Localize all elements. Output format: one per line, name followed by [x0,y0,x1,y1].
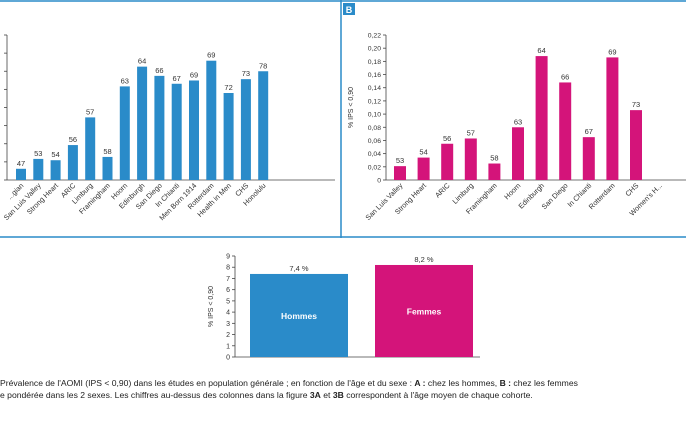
bottom-chart: 0 1 2 3 4 5 6 7 8 9 % IPS < 0,90 7,4 % Hommes 8,2 % Fe… [208,254,480,362]
panel-b-badge [343,3,355,15]
y-tick-label: 0,12 [368,98,381,105]
data-label: 67 [585,127,593,136]
data-label: 57 [86,107,94,116]
y-tick-label: 5 [226,298,230,305]
data-label: 63 [121,76,129,85]
data-label: 57 [467,128,475,137]
data-label: 53 [396,156,404,165]
y-tick-label: 6 [226,287,230,294]
bar-inner-label: Hommes [281,311,317,321]
data-label: 64 [138,57,146,66]
data-label: 63 [514,117,522,126]
x-tick-label: CHS [623,181,640,198]
y-tick-label: 7 [226,276,230,283]
data-label: 69 [608,47,616,56]
y-tick-label: 0,08 [368,125,381,132]
y-tick-label: 0,18 [368,59,381,66]
bar [394,166,406,180]
y-tick-label: 0,06 [368,138,381,145]
data-label: 54 [419,148,427,157]
data-label: 72 [224,83,232,92]
bar [488,163,501,180]
bar [417,157,430,180]
y-tick-label: 9 [226,254,230,261]
bar [67,145,78,180]
bar [137,66,148,180]
data-label: 56 [69,135,77,144]
figure-caption: Prévalence de l'AOMI (IPS < 0,90) dans l… [0,377,686,401]
y-tick-label: 0,10 [368,112,381,119]
bar [240,79,251,180]
bar [33,158,44,180]
data-label: 66 [561,72,569,81]
data-label: 56 [443,134,451,143]
data-label: 69 [207,51,215,60]
bar [102,156,113,180]
bar [606,57,619,181]
data-label: 64 [537,46,545,55]
caption-line-2: e pondérée dans les 2 sexes. Les chiffre… [0,390,533,400]
y-tick-label: 0,22 [368,33,381,40]
bar [559,82,572,180]
data-label: 58 [103,147,111,156]
panel-b-label: B [346,5,353,15]
y-tick-label: 0 [377,178,381,185]
data-label: 69 [190,70,198,79]
bar [582,137,595,180]
y-tick-label: 0,20 [368,46,381,53]
bar [119,86,130,180]
y-tick-label: 0 [226,355,230,362]
bar [512,127,524,180]
bar [16,168,26,180]
y-axis-label: % IPS < 0,90 [208,286,215,327]
y-tick-label: 0,04 [368,151,381,158]
data-label: 54 [51,150,59,159]
x-tick-label: Hoorn [502,181,522,201]
data-label: 8,2 % [414,255,434,264]
data-label: 73 [242,69,250,78]
data-label: 73 [632,100,640,109]
data-label: 7,4 % [289,264,309,273]
y-tick-label: 0,02 [368,164,381,171]
y-axis-label: % IPS < 0,90 [348,87,355,128]
y-tick-label: 4 [226,310,230,317]
y-tick-label: 3 [226,321,230,328]
chart-c: 0 1 2 3 4 5 6 7 8 9 % IPS < 0,90 7,4 % Hommes 8,2 % Fe… [208,254,480,362]
caption-line-1: Prévalence de l'AOMI (IPS < 0,90) dans l… [0,378,578,388]
bar [464,138,477,180]
x-tick-label: ARIC [433,181,452,200]
bar [375,264,473,357]
bar [535,56,548,180]
data-label: 47 [17,159,25,168]
y-tick-label: 2 [226,332,230,339]
bar [630,110,642,180]
y-tick-label: 1 [226,343,230,350]
bar [223,93,234,180]
bar [85,117,96,180]
data-label: 78 [259,61,267,70]
data-label: 66 [155,66,163,75]
data-label: 58 [490,154,498,163]
bar [250,273,348,357]
bar [50,160,61,180]
bar [171,83,182,180]
bar [258,71,269,180]
bar [189,80,199,180]
y-tick-label: 0,16 [368,72,381,79]
data-label: 53 [34,149,42,158]
chart-b: B 0 0,02 0,04 0,06 0,08 0,10 0,12 0,14 0,16 0,18 0… [343,3,686,222]
data-label: 67 [173,74,181,83]
bar [206,60,217,180]
y-tick-label: 8 [226,265,230,272]
bar [441,143,454,180]
bar-inner-label: Femmes [407,306,442,316]
bar [154,75,165,180]
y-tick-label: 0,14 [368,85,381,92]
